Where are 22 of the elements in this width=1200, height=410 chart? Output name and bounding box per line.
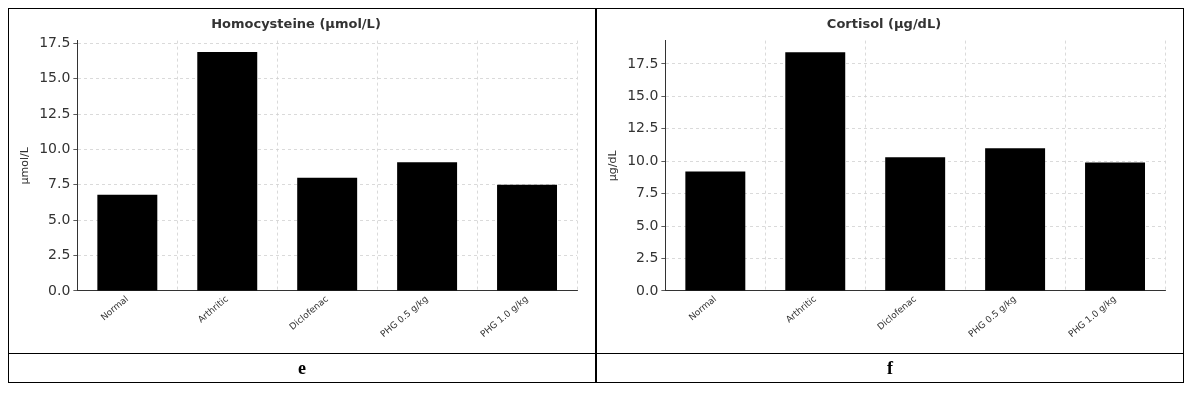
y-tick-label: 0.0 <box>48 281 71 298</box>
text: f <box>886 357 895 380</box>
y-tick-label: 15.0 <box>39 69 71 86</box>
y-tick-label: 2.5 <box>48 246 71 263</box>
y-tick-label: 15.0 <box>627 87 659 103</box>
chart-title: Cortisol (µg/dL) <box>826 16 942 32</box>
y-tick-label: 0.0 <box>636 281 659 298</box>
text: e <box>297 357 307 380</box>
y-tick-label: 10.0 <box>627 151 659 168</box>
y-tick-label: 12.5 <box>39 104 71 121</box>
y-tick-label: 17.5 <box>627 54 659 71</box>
chart-title: Homocysteine (µmol/L) <box>211 16 381 32</box>
y-axis-title: µg/dL <box>606 149 620 182</box>
y-tick-label: 17.5 <box>39 34 71 51</box>
y-tick-label: 5.0 <box>48 210 71 227</box>
y-tick-label: 10.0 <box>39 140 71 157</box>
y-tick-label: 7.5 <box>636 184 659 201</box>
y-tick-label: 5.0 <box>636 216 659 233</box>
y-tick-label: 7.5 <box>48 175 71 192</box>
y-tick-label: 2.5 <box>636 249 659 266</box>
y-axis-title: µmol/L <box>18 146 32 185</box>
y-tick-label: 12.5 <box>627 119 659 136</box>
